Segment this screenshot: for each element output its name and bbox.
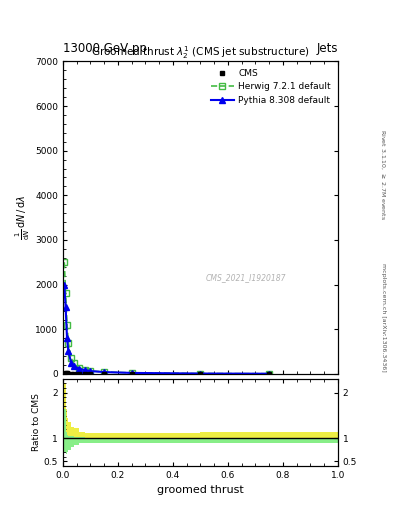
Pythia 8.308 default [102,369,107,375]
CMS [65,370,70,376]
Pythia 8.308 default [77,366,82,372]
Herwig 7.2.1 default [63,290,68,296]
CMS [66,371,71,377]
CMS [198,371,203,377]
Pythia 8.308 default [62,282,67,288]
Pythia 8.308 default [65,335,70,341]
Herwig 7.2.1 default [65,322,70,328]
CMS [69,371,73,377]
Pythia 8.308 default [63,304,68,310]
Text: mcplots.cern.ch [arXiv:1306.3436]: mcplots.cern.ch [arXiv:1306.3436] [381,263,386,372]
Pythia 8.308 default [88,368,93,374]
Y-axis label: $\frac{1}{\mathrm{d}N}\,\mathrm{d}N\,/\,\mathrm{d}\lambda$: $\frac{1}{\mathrm{d}N}\,\mathrm{d}N\,/\,… [14,195,32,240]
Line: Herwig 7.2.1 default: Herwig 7.2.1 default [61,259,273,377]
Text: 13000 GeV pp: 13000 GeV pp [63,42,147,55]
CMS [83,371,87,377]
Text: CMS_2021_I1920187: CMS_2021_I1920187 [206,273,286,282]
Pythia 8.308 default [69,359,73,366]
CMS [72,371,76,377]
Herwig 7.2.1 default [129,370,134,376]
CMS [267,371,272,377]
Line: CMS: CMS [62,371,272,376]
Y-axis label: Ratio to CMS: Ratio to CMS [32,393,41,452]
Pythia 8.308 default [72,363,76,369]
Pythia 8.308 default [129,370,134,376]
Herwig 7.2.1 default [267,371,272,377]
X-axis label: groomed thrust: groomed thrust [157,485,244,495]
CMS [62,371,67,377]
Herwig 7.2.1 default [102,369,107,375]
Legend: CMS, Herwig 7.2.1 default, Pythia 8.308 default: CMS, Herwig 7.2.1 default, Pythia 8.308 … [208,66,334,108]
CMS [129,371,134,377]
Herwig 7.2.1 default [83,367,87,373]
Title: Groomed thrust $\lambda_2^1$ (CMS jet substructure): Groomed thrust $\lambda_2^1$ (CMS jet su… [91,45,310,61]
CMS [63,370,68,376]
Herwig 7.2.1 default [62,259,67,265]
Herwig 7.2.1 default [88,368,93,374]
CMS [77,371,82,377]
Pythia 8.308 default [66,348,71,354]
CMS [88,371,93,377]
Text: Rivet 3.1.10, $\geq$ 2.7M events: Rivet 3.1.10, $\geq$ 2.7M events [379,129,387,220]
Herwig 7.2.1 default [198,371,203,377]
Herwig 7.2.1 default [69,355,73,361]
Text: Jets: Jets [316,42,338,55]
Herwig 7.2.1 default [72,360,76,367]
Pythia 8.308 default [83,367,87,373]
Herwig 7.2.1 default [66,339,71,346]
Line: Pythia 8.308 default: Pythia 8.308 default [61,282,272,377]
Pythia 8.308 default [267,371,272,377]
Herwig 7.2.1 default [77,365,82,371]
Pythia 8.308 default [198,371,203,377]
CMS [102,371,107,377]
